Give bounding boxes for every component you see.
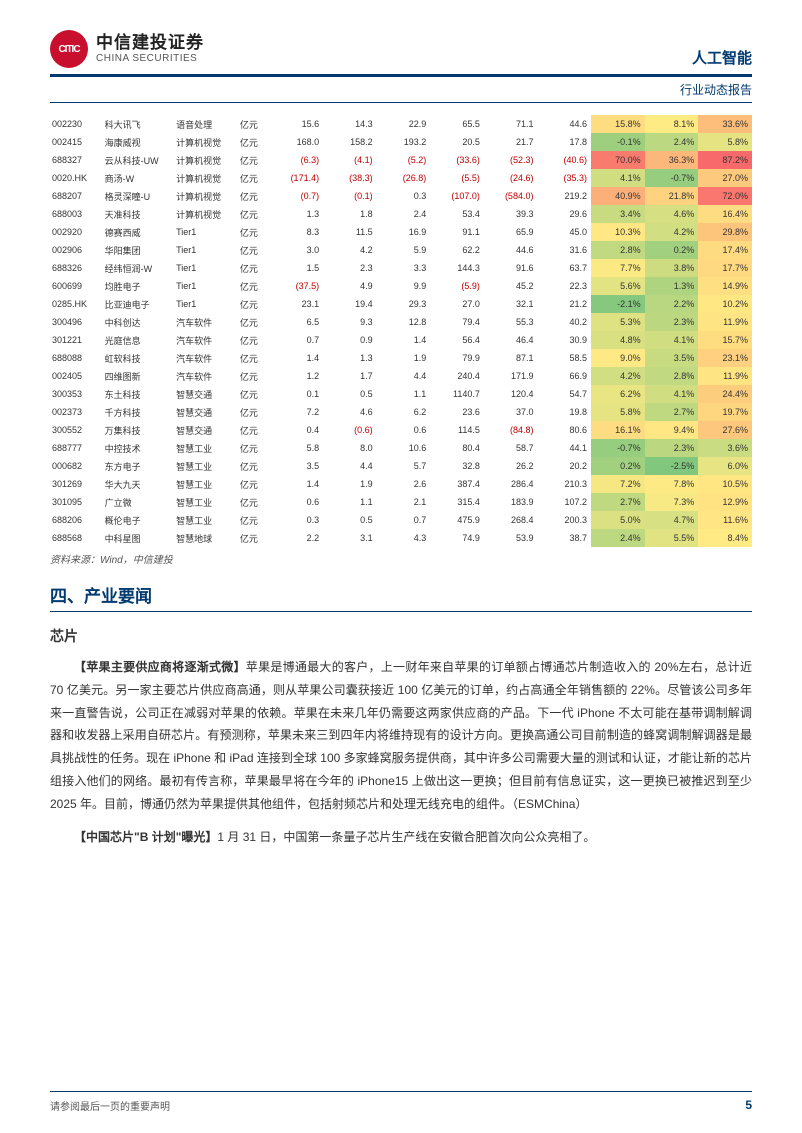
- table-row: 002405四维图新汽车软件亿元1.21.74.4240.4171.966.94…: [50, 367, 752, 385]
- table-row: 688777中控技术智慧工业亿元5.88.010.680.458.744.1-0…: [50, 439, 752, 457]
- table-row: 0020.HK商汤-W计算机视觉亿元(171.4)(38.3)(26.8)(5.…: [50, 169, 752, 187]
- table-row: 002373千方科技智慧交通亿元7.24.66.223.637.019.85.8…: [50, 403, 752, 421]
- logo-cn: 中信建投证券: [96, 34, 204, 53]
- data-table: 002230科大讯飞语音处理亿元15.614.322.965.571.144.6…: [50, 115, 752, 547]
- page-number: 5: [745, 1098, 752, 1113]
- page-footer: 请参阅最后一页的重要声明 5: [50, 1091, 752, 1113]
- paragraph-1: 【苹果主要供应商将逐渐式微】苹果是博通最大的客户，上一财年来自苹果的订单额占博通…: [50, 656, 752, 816]
- table-row: 002415海康威视计算机视觉亿元168.0158.2193.220.521.7…: [50, 133, 752, 151]
- table-row: 301095广立微智慧工业亿元0.61.12.1315.4183.9107.22…: [50, 493, 752, 511]
- table-row: 002906华阳集团Tier1亿元3.04.25.962.244.631.62.…: [50, 241, 752, 259]
- table-row: 688088虹软科技汽车软件亿元1.41.31.979.987.158.59.0…: [50, 349, 752, 367]
- table-row: 688207格灵深瞳-U计算机视觉亿元(0.7)(0.1)0.3(107.0)(…: [50, 187, 752, 205]
- page-header: CITIC 中信建投证券 CHINA SECURITIES 人工智能: [50, 30, 752, 77]
- table-row: 688206概伦电子智慧工业亿元0.30.50.7475.9268.4200.3…: [50, 511, 752, 529]
- table-source: 资料来源：Wind，中信建投: [50, 551, 752, 566]
- logo-block: CITIC 中信建投证券 CHINA SECURITIES: [50, 30, 204, 68]
- table-row: 301221光庭信息汽车软件亿元0.70.91.456.446.430.94.8…: [50, 331, 752, 349]
- logo-badge: CITIC: [50, 30, 88, 68]
- table-row: 301269华大九天智慧工业亿元1.41.92.6387.4286.4210.3…: [50, 475, 752, 493]
- paragraph-2: 【中国芯片"B 计划"曝光】1 月 31 日，中国第一条量子芯片生产线在安徽合肥…: [50, 826, 752, 849]
- subsection-title: 芯片: [50, 626, 752, 646]
- table-row: 300353东土科技智慧交通亿元0.10.51.11140.7120.454.7…: [50, 385, 752, 403]
- table-row: 300552万集科技智慧交通亿元0.4(0.6)0.6114.5(84.8)80…: [50, 421, 752, 439]
- table-row: 002230科大讯飞语音处理亿元15.614.322.965.571.144.6…: [50, 115, 752, 133]
- sub-header: 行业动态报告: [50, 81, 752, 103]
- header-category: 人工智能: [692, 47, 752, 68]
- table-row: 002920德赛西威Tier1亿元8.311.516.991.165.945.0…: [50, 223, 752, 241]
- table-row: 688326经纬恒润-WTier1亿元1.52.33.3144.391.663.…: [50, 259, 752, 277]
- table-row: 0285.HK比亚迪电子Tier1亿元23.119.429.327.032.12…: [50, 295, 752, 313]
- logo-en: CHINA SECURITIES: [96, 53, 204, 64]
- section-title: 四、产业要闻: [50, 582, 752, 612]
- table-row: 688568中科星图智慧地球亿元2.23.14.374.953.938.72.4…: [50, 529, 752, 547]
- table-row: 688003天准科技计算机视觉亿元1.31.82.453.439.329.63.…: [50, 205, 752, 223]
- table-row: 688327云从科技-UW计算机视觉亿元(6.3)(4.1)(5.2)(33.6…: [50, 151, 752, 169]
- table-row: 300496中科创达汽车软件亿元6.59.312.879.455.340.25.…: [50, 313, 752, 331]
- table-row: 000682东方电子智慧工业亿元3.54.45.732.826.220.20.2…: [50, 457, 752, 475]
- footer-disclaimer: 请参阅最后一页的重要声明: [50, 1098, 170, 1113]
- table-row: 600699均胜电子Tier1亿元(37.5)4.99.9(5.9)45.222…: [50, 277, 752, 295]
